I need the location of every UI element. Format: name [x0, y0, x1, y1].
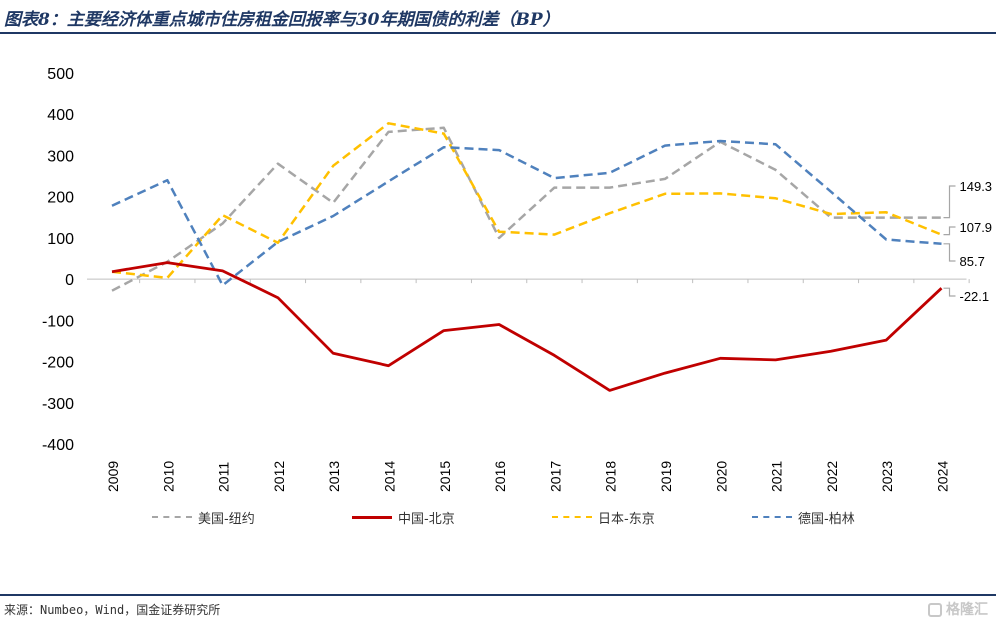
- series-line-1: [111, 126, 942, 292]
- x-tick-label: 2015: [437, 461, 453, 492]
- end-label-connector: [943, 243, 956, 262]
- x-tick-label: 2017: [547, 461, 563, 492]
- title-bar: 图表8：主要经济体重点城市住房租金回报率与30年期国债的利差（BP）: [0, 0, 996, 34]
- end-value-label: 149.3: [960, 179, 993, 194]
- x-tick-label: 2020: [713, 461, 729, 492]
- legend-swatch: [352, 515, 392, 519]
- x-tick-label: 2019: [658, 461, 674, 492]
- y-tick-label: -400: [42, 437, 74, 454]
- x-tick-label: 2012: [271, 461, 287, 492]
- x-tick-label: 2018: [603, 461, 619, 492]
- end-label-connector: [943, 287, 956, 297]
- legend-swatch: [552, 516, 592, 518]
- source-note: 来源：Numbeo，Wind，国金证券研究所: [4, 603, 221, 617]
- series-line-3: [111, 122, 942, 280]
- legend: 美国-纽约 中国-北京 日本-东京 德国-柏林: [0, 505, 996, 529]
- legend-item: 日本-东京: [552, 505, 655, 529]
- y-tick-label: 200: [47, 190, 74, 207]
- x-tick-label: 2013: [326, 461, 342, 492]
- legend-label: 德国-柏林: [798, 511, 855, 527]
- end-value-label: -22.1: [960, 289, 990, 304]
- end-label-connector: [943, 226, 956, 236]
- y-tick-label: -300: [42, 396, 74, 413]
- series-line-2: [111, 261, 943, 392]
- legend-swatch: [152, 516, 192, 518]
- x-tick-label: 2010: [160, 461, 176, 492]
- legend-label: 日本-东京: [598, 511, 655, 527]
- legend-swatch: [752, 516, 792, 518]
- x-tick-label: 2023: [879, 461, 895, 492]
- watermark-text: 格隆汇: [946, 602, 988, 618]
- end-label-connector: [943, 185, 956, 219]
- legend-label: 中国-北京: [398, 511, 455, 527]
- x-tick-label: 2016: [492, 461, 508, 492]
- y-tick-label: 500: [47, 66, 74, 83]
- end-value-label: 85.7: [960, 254, 985, 269]
- legend-label: 美国-纽约: [198, 511, 255, 527]
- legend-item: 美国-纽约: [152, 505, 255, 529]
- chart-title: 图表8：主要经济体重点城市住房租金回报率与30年期国债的利差（BP）: [4, 10, 560, 30]
- line-chart: 500 400 300 200 100 0 -100 -200 -300 -400 2009 2010…: [42, 66, 993, 492]
- y-tick-label: -100: [42, 313, 74, 330]
- watermark: 格隆汇: [928, 599, 988, 619]
- y-tick-label: 300: [47, 148, 74, 165]
- y-tick-label: -200: [42, 355, 74, 372]
- x-tick-label: 2022: [824, 461, 840, 492]
- x-tick-label: 2009: [105, 461, 121, 492]
- x-tick-label: 2011: [216, 462, 232, 492]
- y-tick-label: 100: [47, 231, 74, 248]
- legend-item: 德国-柏林: [752, 505, 855, 529]
- x-tick-label: 2021: [769, 461, 785, 492]
- footer: 来源：Numbeo，Wind，国金证券研究所 格隆汇: [0, 594, 996, 624]
- series-line-4: [111, 139, 942, 287]
- watermark-logo-icon: [928, 603, 942, 617]
- legend-item: 中国-北京: [352, 505, 455, 529]
- x-tick-label: 2014: [382, 461, 398, 492]
- end-value-label: 107.9: [960, 220, 993, 235]
- y-tick-label: 400: [47, 107, 74, 124]
- y-tick-label: 0: [65, 272, 74, 289]
- x-tick-label: 2024: [935, 461, 951, 492]
